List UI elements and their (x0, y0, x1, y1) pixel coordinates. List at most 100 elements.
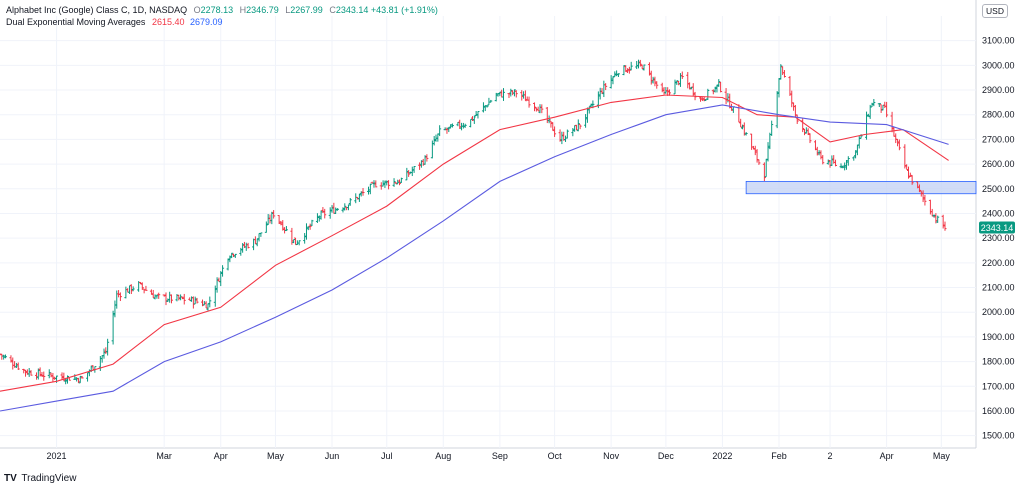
ohlc-bar (284, 226, 288, 232)
ohlc-bar (881, 104, 885, 111)
ohlc-bar (102, 348, 106, 359)
ohlc-bar (188, 297, 192, 301)
ohlc-bar (826, 159, 830, 165)
currency-badge[interactable]: USD (982, 4, 1008, 18)
ohlc-bar (638, 59, 642, 67)
ema-slow-value: 2679.09 (190, 17, 223, 27)
ohlc-bar (921, 190, 925, 203)
time-axis[interactable]: 2021 Mar Apr May Jun Jul Aug Sep Oct Nov Dec 2022 Fe… (47, 451, 951, 461)
ohlc-bar (666, 87, 670, 96)
ohlc-bar (319, 210, 323, 220)
ohlc-bar (872, 98, 876, 107)
ohlc-bar (321, 207, 325, 213)
ohlc-bar (616, 73, 620, 77)
open-label: O (193, 5, 201, 15)
ohlc-bar (642, 64, 646, 71)
ohlc-bar (412, 166, 416, 173)
ohlc-bar (910, 174, 914, 185)
ohlc-bar (637, 59, 641, 69)
price-axis[interactable]: 1500.00 1600.00 1700.00 1800.00 1900.00 2000.… (979, 36, 1015, 441)
tradingview-branding[interactable]: TV TradingView (4, 473, 76, 484)
ohlc-bar (896, 138, 900, 147)
ohlc-bar (226, 258, 230, 271)
ohlc-bar (753, 145, 757, 156)
ohlc-bar (343, 203, 347, 211)
ohlc-bar (11, 357, 15, 370)
ohlc-bar (507, 93, 511, 99)
ohlc-bar (673, 79, 677, 95)
ohlc-bar (140, 282, 144, 290)
ohlc-bar (675, 80, 679, 85)
ohlc-bar (104, 347, 108, 354)
ohlc-bar (144, 285, 148, 291)
low-label: L (285, 5, 291, 15)
ohlc-bar (795, 114, 799, 124)
ohlc-bar (128, 285, 132, 294)
ohlc-bar (0, 353, 4, 360)
y-tick-label: 2800.00 (982, 110, 1015, 120)
ohlc-bar (290, 227, 294, 245)
ohlc-bar (182, 293, 186, 305)
ohlc-bar (308, 223, 312, 230)
y-tick-label: 2900.00 (982, 85, 1015, 95)
ohlc-bar (162, 294, 166, 297)
ohlc-bar (80, 376, 84, 379)
ohlc-bar (928, 199, 932, 215)
ohlc-bar (487, 97, 491, 106)
support-zone (745, 180, 977, 195)
ohlc-bar (330, 205, 334, 213)
ohlc-bar (407, 170, 411, 177)
ohlc-bar (149, 289, 153, 295)
ohlc-bar (560, 131, 564, 145)
ohlc-bar (844, 160, 848, 170)
ohlc-bar (38, 367, 42, 377)
high-label: H (239, 5, 247, 15)
ohlc-bar (877, 102, 881, 108)
indicator-title: Dual Exponential Moving Averages (6, 17, 146, 27)
ohlc-bar (640, 64, 644, 70)
ohlc-bar (398, 179, 402, 186)
ohlc-bar (423, 155, 427, 165)
ohlc-bar (29, 370, 33, 376)
ohlc-bar (91, 365, 95, 370)
ohlc-bar (368, 183, 372, 195)
ohlc-bar (662, 87, 666, 95)
ohlc-bar (383, 180, 387, 188)
tradingview-name: TradingView (21, 473, 77, 484)
symbol-legend[interactable]: Alphabet Inc (Google) Class C, 1D, NASDA… (6, 5, 438, 15)
ohlc-bar (565, 129, 569, 139)
ohlc-bar (892, 127, 896, 137)
ohlc-bar (361, 188, 365, 196)
ohlc-bar (436, 133, 440, 142)
ohlc-bar (346, 204, 350, 211)
ema-layer (0, 94, 949, 412)
ohlc-bar (244, 242, 248, 251)
ohlc-bar (691, 83, 695, 97)
ohlc-bar (410, 166, 414, 177)
ohlc-bar (246, 242, 250, 249)
indicator-legend[interactable]: Dual Exponential Moving Averages 2615.40… (6, 17, 223, 27)
ohlc-bar (854, 150, 858, 159)
ohlc-bar (564, 135, 568, 142)
tradingview-logo-icon: TV (4, 473, 17, 484)
y-tick-label: 1800.00 (982, 357, 1015, 367)
ohlc-bar (660, 82, 664, 93)
ohlc-bar (42, 371, 46, 381)
ohlc-bar (717, 79, 721, 87)
ohlc-bar (463, 123, 467, 128)
ohlc-bar (578, 123, 582, 130)
ema-fast-line (0, 94, 949, 392)
ohlc-bar (841, 165, 845, 169)
support-zone-layer (745, 180, 977, 195)
ohlc-bar (27, 367, 31, 377)
ohlc-bar (699, 96, 703, 102)
ohlc-bar (885, 101, 889, 118)
ohlc-bar (680, 71, 684, 79)
ohlc-bar (36, 368, 40, 380)
ohlc-bar (527, 96, 531, 108)
ohlc-bar (481, 102, 485, 113)
ohlc-bar (843, 162, 847, 171)
open-value: 2278.13 (200, 5, 234, 15)
ohlc-bar (385, 180, 389, 186)
